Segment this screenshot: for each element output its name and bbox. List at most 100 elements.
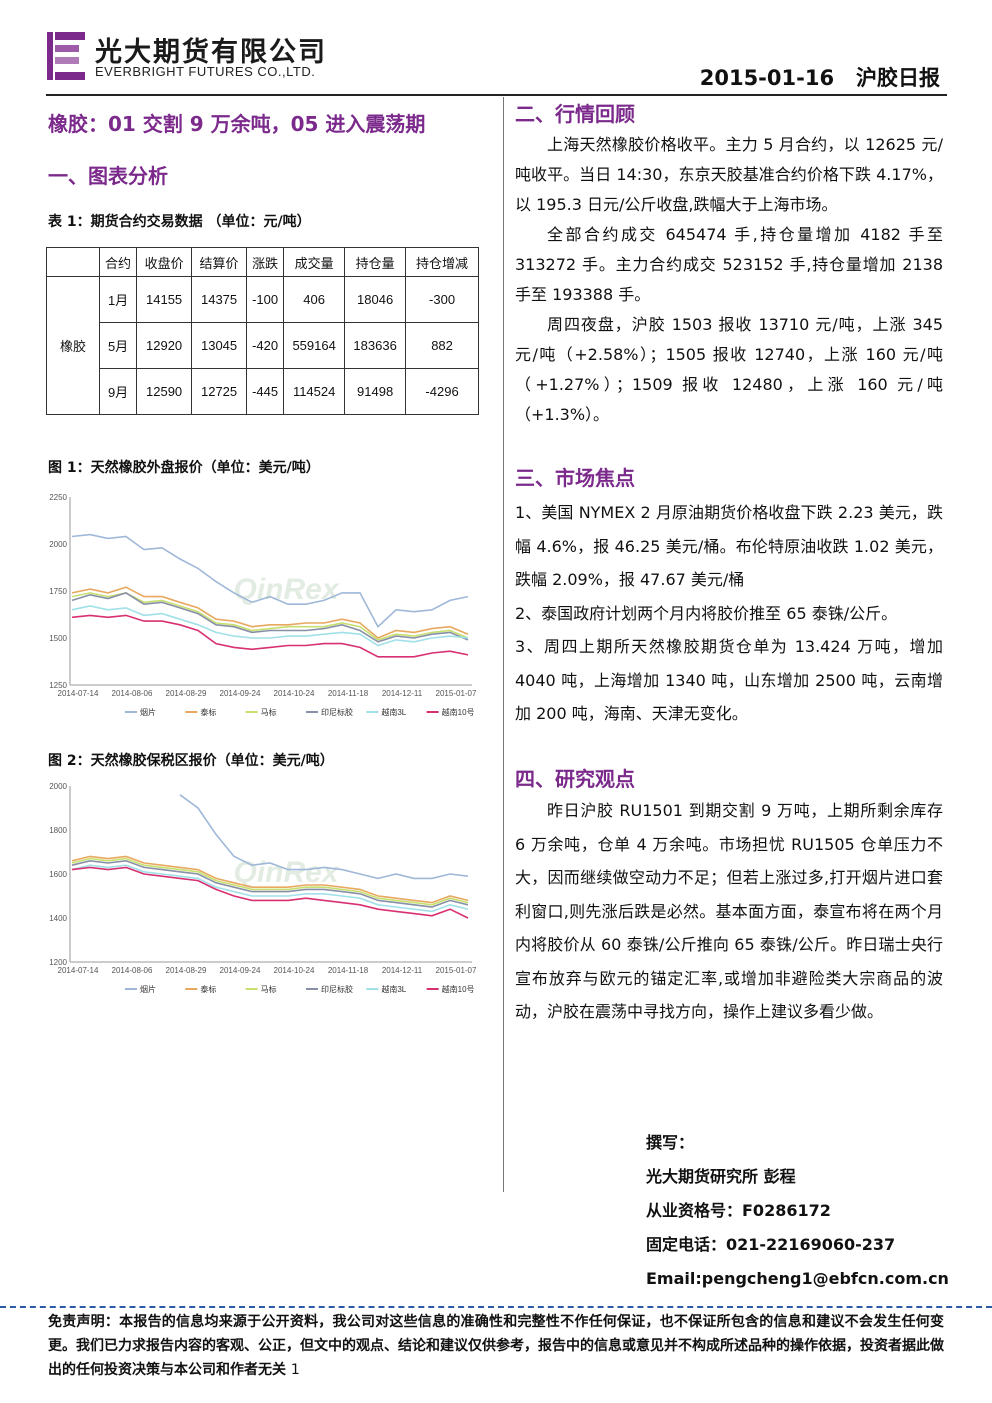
series-line xyxy=(71,592,469,641)
section-market-focus: 三、市场焦点 xyxy=(515,466,635,490)
legend-label: 印尼标胶 xyxy=(321,984,353,994)
table-header: 持仓增减 xyxy=(405,247,479,277)
series-line xyxy=(71,855,469,904)
section-research-view: 四、研究观点 xyxy=(515,767,635,791)
table-header: 成交量 xyxy=(283,247,346,277)
author-name: 光大期货研究所 彭程 xyxy=(646,1167,796,1186)
table-header: 涨跌 xyxy=(246,247,285,277)
legend-label: 马标 xyxy=(261,707,277,717)
research-view-text: 昨日沪胶 RU1501 到期交割 9 万吨，上期所剩余库存 6 万余吨，仓单 4… xyxy=(515,794,943,1029)
x-tick-label: 2014-10-24 xyxy=(274,689,315,698)
y-tick-label: 1200 xyxy=(49,958,67,967)
x-tick-label: 2014-10-24 xyxy=(274,966,315,975)
series-line xyxy=(71,592,469,643)
y-tick-label: 2000 xyxy=(49,540,67,549)
table-cell: 559164 xyxy=(283,322,346,369)
table-cell: 18046 xyxy=(344,276,407,323)
table-cell: 13045 xyxy=(191,322,248,369)
legend-label: 烟片 xyxy=(140,984,156,994)
paragraph: 2、泰国政府计划两个月内将胶价推至 65 泰铢/公斤。 xyxy=(515,603,898,623)
legend-label: 烟片 xyxy=(140,707,156,717)
legend-label: 泰标 xyxy=(200,984,216,994)
author-email: Email:pengcheng1@ebfcn.com.cn xyxy=(646,1269,949,1288)
table-cell: 114524 xyxy=(283,368,346,415)
chart1-caption: 图 1：天然橡胶外盘报价（单位：美元/吨） xyxy=(48,460,320,476)
x-tick-label: 2014-08-06 xyxy=(112,689,153,698)
table-cell: 183636 xyxy=(344,322,407,369)
series-line xyxy=(71,605,469,647)
table-header: 持仓量 xyxy=(344,247,407,277)
x-tick-label: 2015-01-07 xyxy=(436,966,477,975)
table-cell: 12725 xyxy=(191,368,248,415)
series-line xyxy=(71,586,469,639)
report-type: 沪胶日报 xyxy=(856,66,940,90)
paragraph: 全部合约成交 645474 手,持仓量增加 4182 手至 313272 手。主… xyxy=(515,225,943,304)
x-tick-label: 2014-09-24 xyxy=(220,689,261,698)
market-focus-text: 1、美国 NYMEX 2 月原油期货价格收盘下跌 2.23 美元，跌幅 4.6%… xyxy=(515,496,943,731)
legend-label: 泰标 xyxy=(200,707,216,717)
series-line xyxy=(71,864,469,913)
x-tick-label: 2014-07-14 xyxy=(58,966,99,975)
x-tick-label: 2014-11-18 xyxy=(328,689,369,698)
section-chart-analysis: 一、图表分析 xyxy=(48,164,168,188)
author-block: 撰写： 光大期货研究所 彭程 从业资格号：F0286172 固定电话：021-2… xyxy=(646,1126,949,1296)
x-tick-label: 2014-09-24 xyxy=(220,966,261,975)
x-tick-label: 2014-12-11 xyxy=(382,966,423,975)
series-line xyxy=(71,866,469,919)
page-number: 1 xyxy=(290,1362,300,1378)
author-label: 撰写： xyxy=(646,1133,695,1152)
y-tick-label: 1250 xyxy=(49,681,67,690)
section-market-review: 二、行情回顾 xyxy=(515,102,635,126)
table-header: 结算价 xyxy=(191,247,248,277)
table-caption: 表 1：期货合约交易数据 （单位：元/吨） xyxy=(48,214,311,230)
legend-label: 越南10号 xyxy=(442,984,475,994)
table-cell: 5月 xyxy=(98,322,138,369)
report-date: 2015-01-16 xyxy=(699,66,835,90)
table-cell: 882 xyxy=(405,322,479,369)
paragraph: 1、美国 NYMEX 2 月原油期货价格收盘下跌 2.23 美元，跌幅 4.6%… xyxy=(515,503,943,589)
x-tick-label: 2014-11-18 xyxy=(328,966,369,975)
company-name-en: EVERBRIGHT FUTURES CO.,LTD. xyxy=(95,64,316,79)
table-row-label: 橡胶 xyxy=(46,276,100,415)
header-divider xyxy=(46,94,947,96)
footer-divider xyxy=(0,1306,992,1308)
table-cell: 14155 xyxy=(136,276,193,323)
y-tick-label: 1600 xyxy=(49,870,67,879)
table-header: 收盘价 xyxy=(136,247,193,277)
legend-label: 印尼标胶 xyxy=(321,707,353,717)
report-title: 橡胶：01 交割 9 万余吨，05 进入震荡期 xyxy=(48,112,426,136)
series-line xyxy=(71,859,469,908)
table-row: 5月 12920 13045 -420 559164 183636 882 xyxy=(47,322,479,369)
paragraph: 周四夜盘，沪胶 1503 报收 13710 元/吨，上涨 345 元/吨（+2.… xyxy=(515,315,943,424)
x-tick-label: 2014-08-29 xyxy=(166,689,207,698)
table-cell: -100 xyxy=(246,276,285,323)
table-header: 合约 xyxy=(98,247,138,277)
futures-data-table: 合约 收盘价 结算价 涨跌 成交量 持仓量 持仓增减 橡胶 1月 14155 1… xyxy=(46,247,479,415)
company-logo-icon xyxy=(47,32,85,80)
report-header: 2015-01-16 沪胶日报 xyxy=(700,62,940,92)
table-cell: 12590 xyxy=(136,368,193,415)
market-review-text: 上海天然橡胶价格收平。主力 5 月合约，以 12625 元/吨收平。当日 14:… xyxy=(515,130,943,430)
y-tick-label: 1800 xyxy=(49,826,67,835)
legend-label: 马标 xyxy=(261,984,277,994)
y-tick-label: 1750 xyxy=(49,587,67,596)
y-tick-label: 1500 xyxy=(49,634,67,643)
table-row: 9月 12590 12725 -445 114524 91498 -4296 xyxy=(47,368,479,415)
table-header-row: 合约 收盘价 结算价 涨跌 成交量 持仓量 持仓增减 xyxy=(46,247,479,277)
paragraph: 3、周四上期所天然橡胶期货仓单为 13.424 万吨，增加 4040 吨，上海增… xyxy=(515,637,943,723)
table-cell: 14375 xyxy=(191,276,248,323)
table-cell: 9月 xyxy=(98,368,138,415)
table-cell: -300 xyxy=(405,276,479,323)
chart-bonded-price: 1200 1400 1600 1800 2000 QinRex 2014-07-14 2014… xyxy=(49,782,477,994)
legend-label: 越南10号 xyxy=(442,707,475,717)
y-tick-label: 2250 xyxy=(49,493,67,502)
table-cell: 1月 xyxy=(98,276,138,323)
paragraph: 上海天然橡胶价格收平。主力 5 月合约，以 12625 元/吨收平。当日 14:… xyxy=(515,135,943,214)
x-tick-label: 2015-01-07 xyxy=(436,689,477,698)
table-cell: -4296 xyxy=(405,368,479,415)
company-name-cn: 光大期货有限公司 xyxy=(95,37,327,68)
x-tick-label: 2014-12-11 xyxy=(382,689,423,698)
table-cell: -445 xyxy=(246,368,285,415)
author-phone: 固定电话：021-22169060-237 xyxy=(646,1235,896,1254)
